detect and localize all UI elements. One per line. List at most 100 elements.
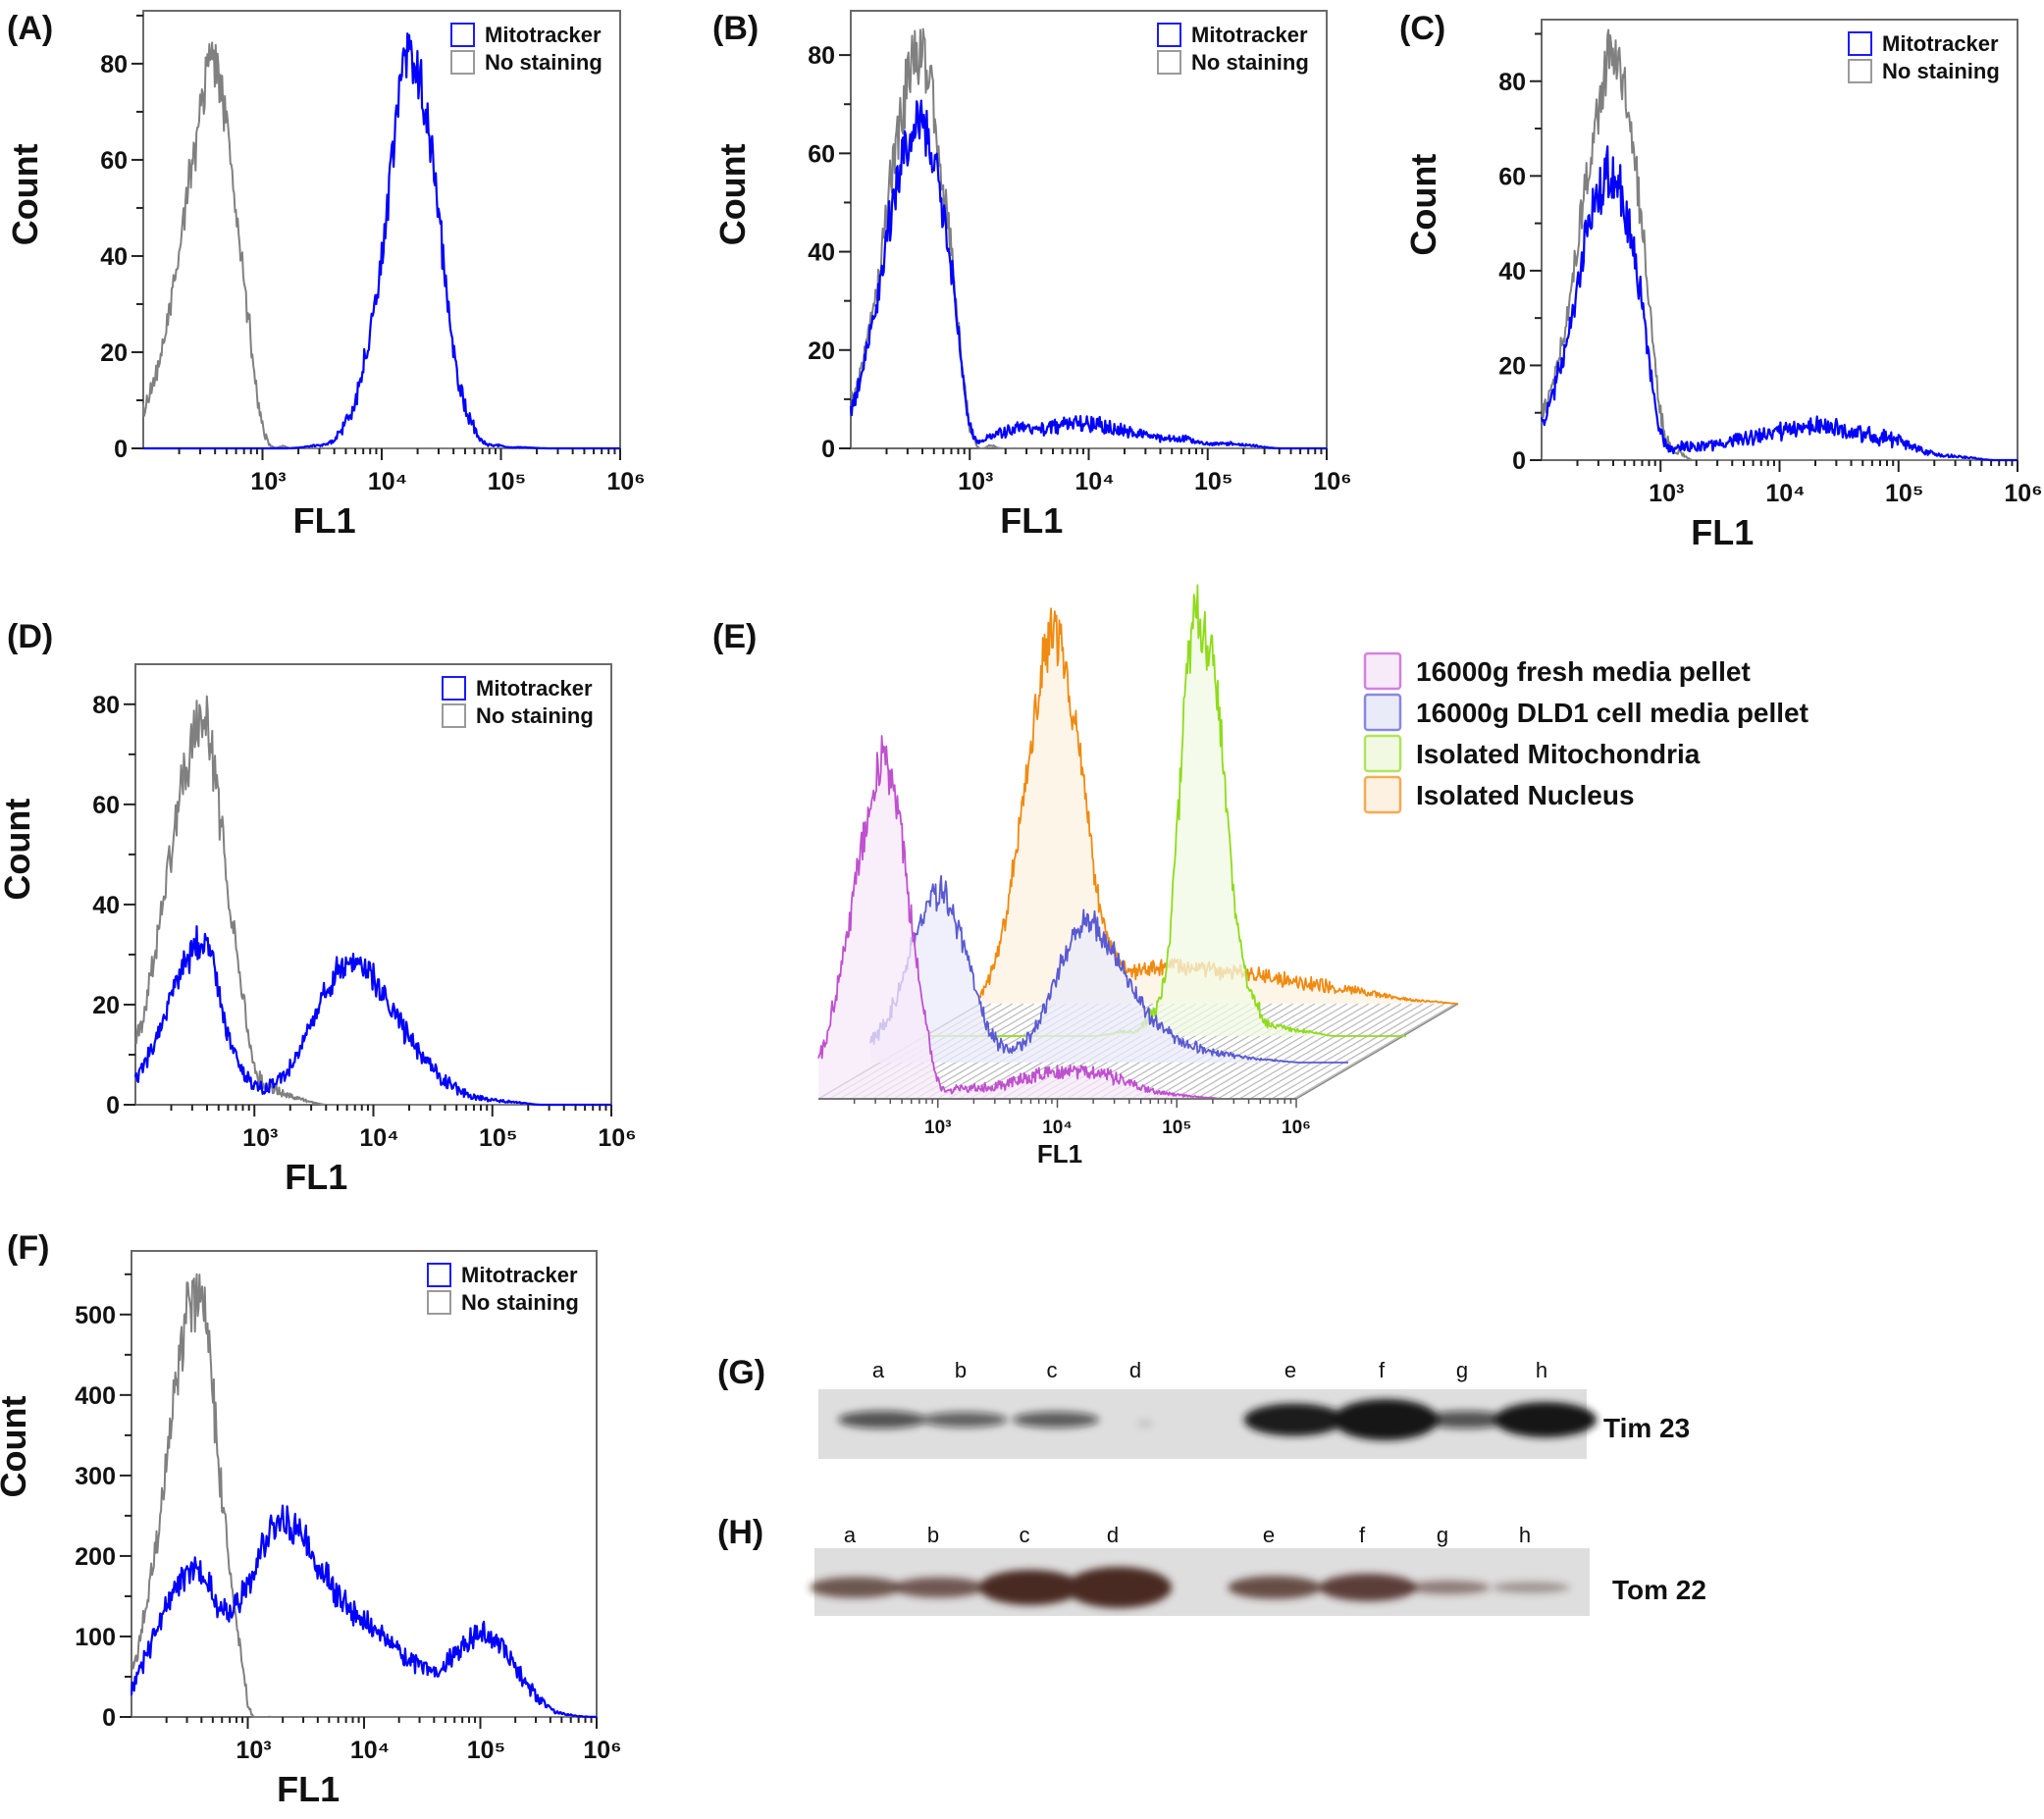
series-mitotracker <box>1540 145 2018 462</box>
legend-item: Mitotracker <box>1157 23 1308 47</box>
plot-frame <box>850 10 1328 449</box>
hatch-line <box>1271 1003 1435 1100</box>
legend-swatch <box>1157 23 1181 47</box>
y-tick-label: 300 <box>75 1463 116 1490</box>
legend-swatch <box>1848 31 1872 56</box>
x-axis-title: FL1 <box>1000 500 1063 541</box>
lane-label: b <box>955 1358 967 1382</box>
y-tick-label: 60 <box>100 147 128 175</box>
x-tick-label: 10⁴ <box>1042 1117 1073 1138</box>
lane-label: h <box>1519 1523 1531 1547</box>
panel-a: (A) 0 20 40 60 80 10³ 10⁴ 10⁵ 10⁶ FL1 Count Mitotrac… <box>5 10 646 541</box>
x-tick-label: 10⁵ <box>488 468 527 495</box>
lane-label: c <box>1020 1523 1030 1547</box>
y-axis-title: Count <box>0 799 37 901</box>
x-tick-label: 10³ <box>924 1117 951 1138</box>
band <box>978 1570 1082 1605</box>
lane-label: f <box>1359 1523 1366 1547</box>
band <box>1333 1399 1439 1440</box>
series-mitotracker <box>130 1504 598 1719</box>
y-tick-label: 60 <box>808 140 835 168</box>
y-tick-label: 40 <box>1498 258 1526 286</box>
legend-label: No staining <box>1191 50 1309 75</box>
y-tick-label: 40 <box>92 892 120 919</box>
legend-label: No staining <box>461 1290 579 1315</box>
legend-item: No staining <box>1157 50 1309 75</box>
y-tick-label: 80 <box>808 42 835 70</box>
panel-label: (F) <box>7 1229 49 1267</box>
y-tick-label: 500 <box>75 1302 116 1329</box>
y-tick-label: 100 <box>75 1624 116 1651</box>
y-tick-label: 0 <box>1512 447 1526 475</box>
x-tick-label: 10⁵ <box>1194 468 1233 495</box>
legend-item: No staining <box>1848 59 2000 83</box>
hatch-line <box>1292 1003 1456 1100</box>
lane-label: h <box>1536 1358 1547 1382</box>
x-tick-label: 10⁶ <box>1313 468 1351 495</box>
lane-label: a <box>844 1523 857 1547</box>
legend-label: Mitotracker <box>1191 23 1308 47</box>
legend-item: No staining <box>442 703 594 728</box>
legend-item: Mitotracker <box>427 1263 578 1287</box>
x-tick-label: 10³ <box>958 468 993 495</box>
bands <box>838 1399 1598 1440</box>
hatch-line <box>1249 1003 1413 1100</box>
series-mitotracker <box>849 99 1328 450</box>
band <box>1012 1411 1100 1429</box>
band <box>838 1411 926 1429</box>
y-tick-label: 80 <box>100 51 128 78</box>
legend-item: No staining <box>450 50 603 75</box>
band <box>1243 1403 1345 1436</box>
legend-item: No staining <box>427 1290 579 1315</box>
band <box>1494 1402 1598 1437</box>
y-axis-title: Count <box>1403 154 1443 256</box>
legend-label: Mitotracker <box>461 1263 578 1287</box>
hatch-line <box>1184 1003 1348 1100</box>
panel-b: (B) 0 20 40 60 80 10³ 10⁴ 10⁵ 10⁶ FL1 Count Mitotrac… <box>712 10 1352 541</box>
blot-target-label: Tom 22 <box>1612 1575 1706 1605</box>
panel-f: (F) 0 100 200 300 400 500 10³ 10⁴ 10⁵ 10⁶ FL1 Count M… <box>0 1229 622 1809</box>
floor-edge <box>1295 1003 1459 1100</box>
legend-item: 16000g fresh media pellet <box>1363 651 1751 691</box>
panel-c: (C) 0 20 40 60 80 10³ 10⁴ 10⁵ 10⁶ FL1 Count Mitotrac… <box>1399 10 2043 552</box>
legend-label: 16000g DLD1 cell media pellet <box>1416 698 1808 728</box>
panel-h-blot: (H) a b c d e f g h Tom 22 <box>717 1514 1706 1616</box>
hatch-line <box>1217 1003 1381 1100</box>
legend-item: 16000g DLD1 cell media pellet <box>1363 693 1808 732</box>
bands <box>810 1567 1570 1608</box>
plot-frame <box>1541 19 2018 461</box>
panel-label: (H) <box>717 1514 763 1551</box>
legend-item: Mitotracker <box>1848 31 1999 56</box>
x-tick-label: 10³ <box>242 1124 278 1152</box>
legend-label: Mitotracker <box>1882 31 1999 56</box>
y-tick-label: 20 <box>100 339 128 367</box>
legend-label: No staining <box>1882 59 2000 83</box>
x-tick-label: 10⁵ <box>1885 480 1924 507</box>
hatch-line <box>1260 1003 1424 1100</box>
y-axis-title: Count <box>712 143 753 245</box>
band <box>921 1412 1008 1428</box>
x-tick-label: 10⁵ <box>479 1124 518 1152</box>
legend-label: No staining <box>485 50 603 75</box>
legend: Mitotracker No staining <box>1157 23 1309 75</box>
x-tick-label: 10⁶ <box>598 1124 636 1152</box>
panel-d: (D) 0 20 40 60 80 10³ 10⁴ 10⁵ 10⁶ FL1 Count Mitotrac… <box>0 618 637 1197</box>
band <box>1406 1581 1491 1594</box>
series-fill <box>870 875 1348 1063</box>
legend-label: Isolated Mitochondria <box>1416 739 1701 769</box>
legend-item: Mitotracker <box>450 23 602 47</box>
x-tick-label: 10⁶ <box>606 468 645 495</box>
lane-label: f <box>1379 1358 1386 1382</box>
legend-label: Isolated Nucleus <box>1416 780 1635 810</box>
hatch-line <box>1163 1003 1327 1100</box>
y-tick-label: 200 <box>75 1543 116 1571</box>
legend: Mitotracker No staining <box>1848 31 2000 83</box>
x-tick-label: 10⁴ <box>350 1737 390 1764</box>
blot-target-label: Tim 23 <box>1603 1413 1690 1443</box>
legend-swatch <box>442 676 466 701</box>
hatch-line <box>1141 1003 1305 1100</box>
legend-item: Mitotracker <box>442 676 593 701</box>
series-line <box>928 584 1406 1037</box>
band <box>810 1577 902 1598</box>
